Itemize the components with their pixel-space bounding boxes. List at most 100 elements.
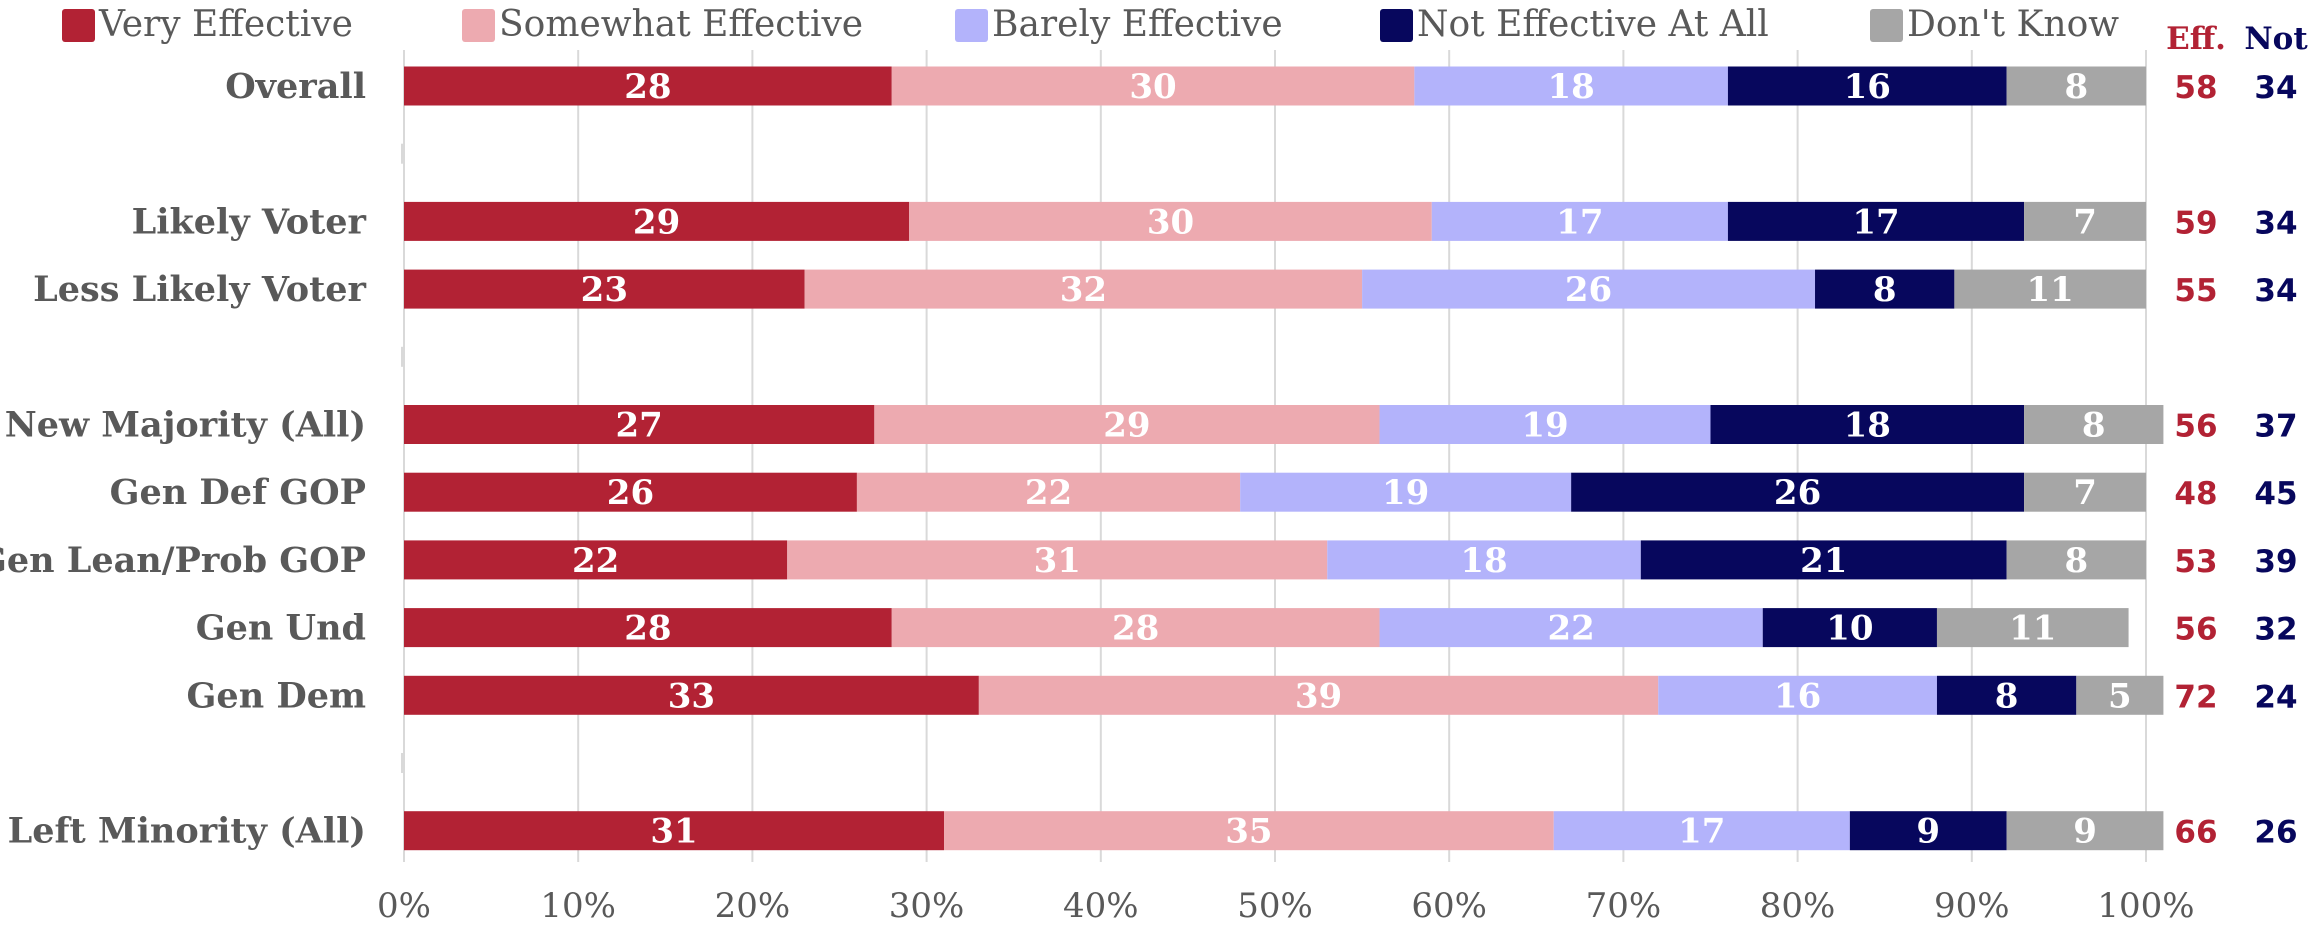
bar-segment	[1431, 201, 1728, 241]
side-column-value: 53	[2174, 544, 2217, 580]
bar-segment	[944, 811, 1554, 851]
data-label: 27	[616, 406, 663, 446]
data-label: 28	[1112, 609, 1159, 649]
bar-segment	[909, 201, 1432, 241]
data-label: 7	[2073, 202, 2097, 242]
bar-segment	[1379, 608, 1763, 648]
data-label: 9	[1916, 812, 1940, 852]
bar-segment	[1954, 269, 2146, 309]
data-label: 26	[1565, 270, 1612, 310]
data-label: 5	[2108, 676, 2132, 716]
legend-label-not-effective-at-all: Not Effective At All	[1417, 4, 1769, 45]
x-tick-label: 20%	[715, 886, 791, 926]
side-column-value: 66	[2174, 815, 2217, 851]
bar-segment	[2006, 66, 2146, 106]
data-label: 31	[650, 812, 697, 852]
side-column-value: 34	[2254, 273, 2297, 309]
side-column-value: 34	[2254, 70, 2297, 106]
x-tick-label: 70%	[1586, 886, 1662, 926]
data-label: 21	[1800, 541, 1847, 581]
side-column-value: 26	[2254, 815, 2297, 851]
data-label: 19	[1382, 473, 1429, 513]
side-column-value: 39	[2254, 544, 2297, 580]
bar-segment	[978, 675, 1659, 715]
bar-segment	[891, 66, 1415, 106]
bar-segment	[2076, 675, 2164, 715]
bar-segment	[1727, 66, 2007, 106]
bar-segment	[1379, 405, 1711, 444]
side-column-value: 32	[2254, 612, 2297, 648]
data-label: 26	[607, 473, 654, 513]
side-column-value: 56	[2174, 409, 2217, 445]
bar-segment	[1727, 201, 2025, 241]
side-column-value: 58	[2174, 70, 2217, 106]
bar-segment	[1710, 405, 2025, 444]
x-tick-label: 40%	[1063, 886, 1139, 926]
bar-segment	[404, 269, 805, 309]
category-labels: Overall Likely Voter Less Likely Voter New …	[0, 66, 367, 852]
data-label: 28	[624, 67, 671, 107]
side-column-header: Eff.	[2166, 21, 2226, 57]
x-tick-label: 90%	[1934, 886, 2010, 926]
data-label: 11	[2027, 270, 2074, 310]
data-label: 18	[1547, 67, 1594, 107]
data-label: 17	[1852, 202, 1899, 242]
data-label: 30	[1147, 202, 1194, 242]
side-column-header: Not	[2244, 21, 2308, 57]
side-column-value: 24	[2254, 679, 2297, 715]
legend-label-very-effective: Very Effective	[98, 4, 353, 45]
bar-segment	[1571, 472, 2025, 512]
x-tick-label: 100%	[2097, 886, 2194, 926]
category-label: Less Likely Voter	[33, 269, 366, 310]
data-label: 29	[633, 202, 680, 242]
bar-segment	[1640, 540, 2007, 580]
data-label: 11	[2009, 609, 2056, 649]
bar-segment	[787, 540, 1328, 580]
x-tick-label: 10%	[540, 886, 616, 926]
side-column-value: 37	[2254, 409, 2297, 445]
bar-segment	[1658, 675, 1937, 715]
data-label: 23	[581, 270, 628, 310]
data-label: 8	[2064, 541, 2088, 581]
data-label: 16	[1844, 67, 1891, 107]
bar-segment	[404, 811, 945, 851]
legend: Very Effective Somewhat Effective Barely E…	[62, 4, 2119, 45]
bar-segment	[1849, 811, 2007, 851]
data-label: 9	[2073, 812, 2097, 852]
data-label: 8	[1995, 676, 2019, 716]
bar-segment	[1362, 269, 1816, 309]
category-label: Gen Und	[196, 608, 366, 649]
side-column-value: 56	[2174, 612, 2217, 648]
legend-label-barely-effective: Barely Effective	[992, 4, 1283, 45]
data-label: 18	[1844, 406, 1891, 446]
bar-segment	[2024, 472, 2146, 512]
legend-swatch-barely-effective	[955, 9, 988, 42]
bar-segment	[874, 405, 1380, 444]
bar-segment	[1936, 675, 2077, 715]
data-label: 8	[1873, 270, 1897, 310]
category-label: Left Minority (All)	[8, 811, 366, 852]
data-label: 29	[1103, 406, 1150, 446]
bar-segment	[1327, 540, 1641, 580]
legend-swatch-very-effective	[62, 9, 95, 42]
legend-swatch-not-effective-at-all	[1380, 9, 1413, 42]
bar-segment	[404, 472, 857, 512]
x-tick-label: 0%	[377, 886, 431, 926]
category-label: Overall	[225, 66, 366, 107]
data-label: 39	[1295, 676, 1342, 716]
data-label: 8	[2064, 67, 2088, 107]
side-column-value: 45	[2254, 476, 2297, 512]
bar-segment	[804, 269, 1363, 309]
legend-label-don-t-know: Don't Know	[1907, 4, 2119, 45]
data-label: 30	[1129, 67, 1176, 107]
data-label: 28	[624, 609, 671, 649]
x-tick-label: 60%	[1411, 886, 1487, 926]
bar-segment	[404, 675, 979, 715]
bar-segment	[2006, 540, 2146, 580]
data-label: 32	[1060, 270, 1107, 310]
data-label: 8	[2082, 406, 2106, 446]
data-label: 17	[1556, 202, 1603, 242]
side-column-value: 34	[2254, 205, 2297, 241]
